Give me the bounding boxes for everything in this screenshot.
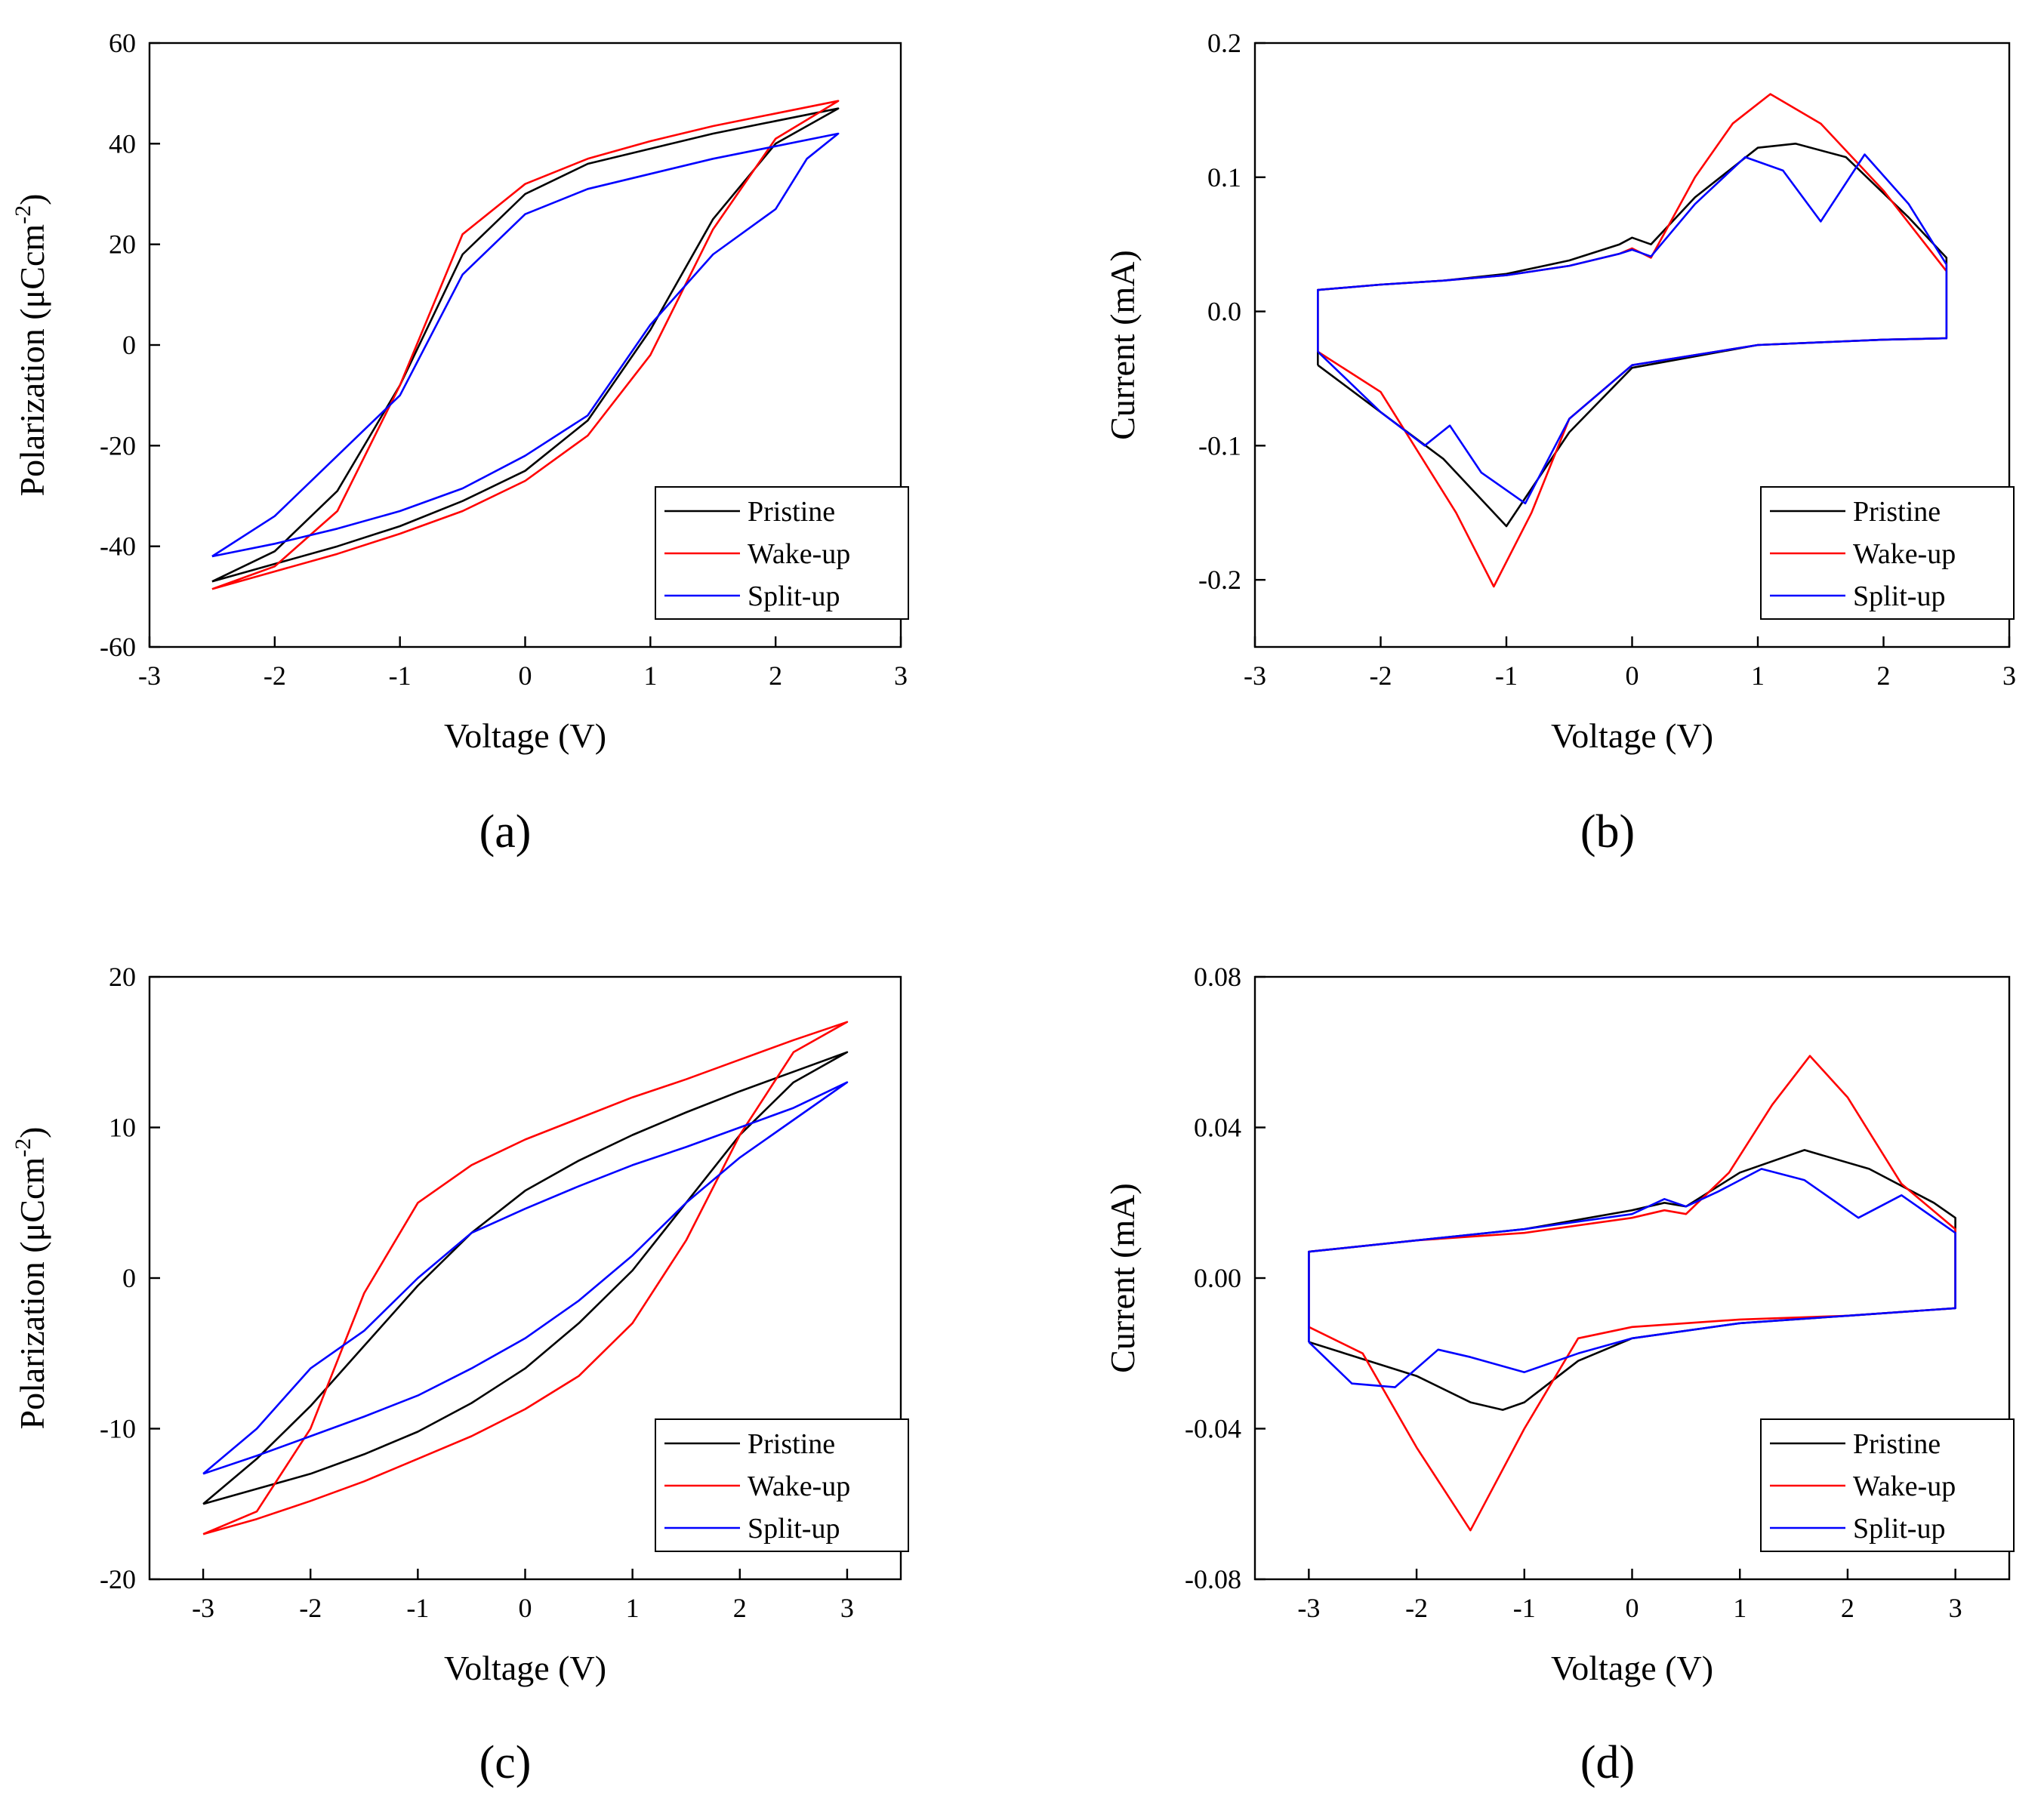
legend-label: Pristine xyxy=(1853,496,1941,528)
x-tick-label: 3 xyxy=(1949,1593,1962,1623)
series-line-wake-up xyxy=(211,100,840,590)
series-line-split-up xyxy=(1317,153,1948,505)
legend-label: Pristine xyxy=(1853,1428,1941,1460)
x-tick-label: -3 xyxy=(192,1593,214,1623)
legend-label: Wake-up xyxy=(748,1471,850,1502)
x-tick-label: 0 xyxy=(1626,1593,1639,1623)
panel-d: (d) -3 -2 -1 0 1 2 3 -0.08 -0.04 0.00 0.04 0.08 Volt… xyxy=(1103,962,2015,1788)
series-line-pristine xyxy=(202,1051,849,1505)
x-tick-label: -2 xyxy=(264,661,286,691)
y-tick-label: 0 xyxy=(122,330,136,360)
x-tick-label: -3 xyxy=(138,661,161,691)
legend: Pristine Wake-up Split-up xyxy=(1760,486,2015,620)
x-axis-title: Voltage (V) xyxy=(1551,1649,1713,1687)
y-tick-label: 60 xyxy=(109,28,136,58)
x-tick-label: 1 xyxy=(626,1593,640,1623)
x-tick-label: 0 xyxy=(519,661,532,691)
panel-b: (b) -3 -2 -1 0 1 2 3 -0.2 -0.1 0.0 0.1 0.2 Voltage (… xyxy=(1103,28,2016,858)
y-tick-label: 20 xyxy=(109,962,136,992)
legend-label: Pristine xyxy=(748,1428,835,1460)
y-tick-label: 0.00 xyxy=(1194,1263,1241,1293)
legend: Pristine Wake-up Split-up xyxy=(1760,1418,2015,1552)
y-tick-label: 0.1 xyxy=(1207,162,1241,193)
x-tick-label: 1 xyxy=(643,661,657,691)
legend-label: Split-up xyxy=(1853,1513,1945,1545)
y-tick-label: 0.0 xyxy=(1207,297,1241,327)
x-tick-label: -3 xyxy=(1244,661,1266,691)
y-tick-label: -20 xyxy=(100,1564,136,1594)
x-axis-title: Voltage (V) xyxy=(444,1649,606,1687)
legend-label: Split-up xyxy=(748,1513,840,1545)
series-line-wake-up xyxy=(202,1021,849,1535)
x-axis-title: Voltage (V) xyxy=(1551,716,1713,755)
legend-label: Split-up xyxy=(1853,581,1945,612)
y-tick-label: -0.08 xyxy=(1185,1564,1241,1594)
y-tick-label: -0.2 xyxy=(1198,565,1241,595)
y-tick-label: 0.08 xyxy=(1194,962,1241,992)
x-tick-label: -1 xyxy=(406,1593,429,1623)
panel-label: (c) xyxy=(479,1737,532,1788)
panel-label: (d) xyxy=(1580,1737,1635,1788)
legend-label: Pristine xyxy=(748,496,835,528)
legend-label: Wake-up xyxy=(1853,538,1956,570)
series-line-split-up xyxy=(202,1081,849,1475)
series-line-pristine xyxy=(1308,1149,1956,1411)
panel-label: (b) xyxy=(1580,806,1635,858)
y-tick-label: -10 xyxy=(100,1414,136,1444)
legend: Pristine Wake-up Split-up xyxy=(655,486,909,620)
x-tick-label: 3 xyxy=(840,1593,854,1623)
x-tick-label: -1 xyxy=(389,661,412,691)
x-tick-label: -1 xyxy=(1513,1593,1536,1623)
x-tick-label: 1 xyxy=(1733,1593,1746,1623)
legend-label: Split-up xyxy=(748,581,840,612)
legend-label: Wake-up xyxy=(748,538,850,570)
x-tick-label: -3 xyxy=(1297,1593,1320,1623)
x-tick-label: -2 xyxy=(299,1593,322,1623)
x-tick-label: -2 xyxy=(1405,1593,1428,1623)
series-line-pristine xyxy=(1317,143,1948,528)
y-axis-title: Polarization (μCcm-2) xyxy=(11,1127,51,1430)
x-tick-label: -1 xyxy=(1495,661,1518,691)
series-line-split-up xyxy=(211,132,840,558)
y-tick-label: 0.04 xyxy=(1194,1113,1241,1143)
x-tick-label: 2 xyxy=(1877,661,1891,691)
x-tick-label: 2 xyxy=(1841,1593,1854,1623)
y-tick-label: -0.04 xyxy=(1185,1414,1241,1444)
series-line-wake-up xyxy=(1308,1055,1956,1532)
y-tick-label: 40 xyxy=(109,128,136,159)
legend-label: Wake-up xyxy=(1853,1471,1956,1502)
legend: Pristine Wake-up Split-up xyxy=(655,1418,909,1552)
x-tick-label: 3 xyxy=(2002,661,2016,691)
y-tick-label: -60 xyxy=(100,632,136,662)
y-tick-label: 0.2 xyxy=(1207,28,1241,58)
y-tick-label: 0 xyxy=(122,1263,136,1293)
x-tick-label: 2 xyxy=(769,661,782,691)
y-tick-label: -40 xyxy=(100,531,136,562)
y-axis-title: Polarization (μCcm-2) xyxy=(11,194,51,497)
x-axis-title: Voltage (V) xyxy=(444,716,606,755)
series-line-split-up xyxy=(1308,1168,1956,1388)
x-tick-label: 1 xyxy=(1751,661,1765,691)
x-tick-label: -2 xyxy=(1370,661,1392,691)
panel-label: (a) xyxy=(479,806,532,858)
y-tick-label: 10 xyxy=(109,1113,136,1143)
series-line-pristine xyxy=(211,107,840,583)
x-tick-label: 0 xyxy=(1626,661,1639,691)
x-tick-label: 2 xyxy=(733,1593,747,1623)
panel-a: (a) -3 -2 -1 0 1 2 3 -60 -40 -20 0 20 40 60 Voltage (V… xyxy=(11,28,909,858)
y-tick-label: -20 xyxy=(100,430,136,460)
y-axis-title: Current (mA) xyxy=(1103,250,1142,440)
y-axis-title: Current (mA) xyxy=(1103,1183,1142,1373)
y-tick-label: 20 xyxy=(109,229,136,260)
y-tick-label: -0.1 xyxy=(1198,430,1241,460)
x-tick-label: 3 xyxy=(894,661,908,691)
x-tick-label: 0 xyxy=(519,1593,532,1623)
